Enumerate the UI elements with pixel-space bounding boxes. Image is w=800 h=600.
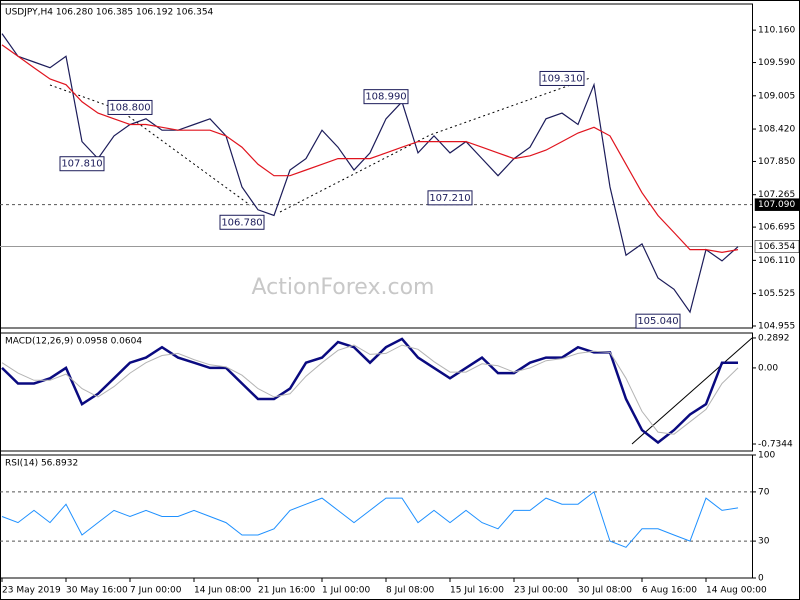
series-line <box>1 491 739 548</box>
y-tick-label: 0.00 <box>758 363 778 373</box>
panel-title: MACD(12,26,9) 0.0958 0.0604 <box>5 337 142 347</box>
price-label-box <box>635 313 681 329</box>
y-tick-label: 108.420 <box>758 125 795 135</box>
level-tag <box>754 198 800 211</box>
trend-line <box>279 77 591 213</box>
x-tick-label: 8 Jul 08:00 <box>386 586 435 596</box>
y-tick-label: 0 <box>758 574 764 584</box>
x-tick-label: 23 May 2019 <box>2 586 61 596</box>
y-tick-label: 106.110 <box>758 256 795 266</box>
series-line <box>1 344 739 435</box>
price-label: 106.780 <box>221 217 262 228</box>
price-label: 109.310 <box>541 73 582 84</box>
series-line <box>1 337 738 445</box>
watermark: ActionForex.com <box>252 275 435 300</box>
y-tick-label: 107.265 <box>758 190 795 200</box>
level-tag <box>754 240 800 253</box>
price-label-box <box>219 214 265 230</box>
price-label-box <box>539 70 585 86</box>
panel-title: RSI(14) 56.8932 <box>5 459 78 469</box>
price-label-box <box>363 89 409 105</box>
x-tick-label: 23 Jul 00:00 <box>514 586 568 596</box>
price-label-box <box>107 99 153 115</box>
price-label: 108.990 <box>365 92 406 103</box>
price-label: 108.800 <box>109 102 150 113</box>
series-line <box>1 44 739 254</box>
macd-trend-line <box>631 337 753 445</box>
y-tick-label: 109.590 <box>758 58 795 68</box>
series-line <box>1 33 739 314</box>
price-label: 105.040 <box>637 316 678 327</box>
price-label-box <box>59 156 105 172</box>
trend-line <box>49 84 251 206</box>
panel-frame <box>0 454 753 579</box>
level-label: 106.354 <box>758 242 795 252</box>
y-tick-label: 110.160 <box>758 26 795 36</box>
x-tick-label: 14 Aug 00:00 <box>706 586 767 596</box>
price-label: 107.810 <box>61 159 102 170</box>
x-tick-label: 30 May 16:00 <box>66 586 128 596</box>
price-label: 107.210 <box>429 193 470 204</box>
y-tick-label: -0.7344 <box>758 439 793 449</box>
y-tick-label: 104.955 <box>758 322 795 332</box>
y-tick-label: 30 <box>758 537 770 547</box>
y-tick-label: 70 <box>758 487 770 497</box>
y-tick-label: 100 <box>758 451 775 461</box>
y-tick-label: 105.525 <box>758 289 795 299</box>
y-tick-label: 107.850 <box>758 157 795 167</box>
x-tick-label: 14 Jun 08:00 <box>194 586 251 596</box>
price-label-box <box>427 190 473 206</box>
x-tick-label: 6 Aug 16:00 <box>642 586 697 596</box>
panel-title: USDJPY,H4 106.280 106.385 106.192 106.35… <box>5 8 214 18</box>
panel-frame <box>0 3 753 329</box>
x-tick-label: 1 Jul 00:00 <box>322 586 371 596</box>
panel-frame <box>0 332 753 452</box>
y-tick-label: 109.005 <box>758 91 795 101</box>
x-tick-label: 15 Jul 16:00 <box>450 586 504 596</box>
x-tick-label: 7 Jun 00:00 <box>130 586 182 596</box>
level-label: 107.090 <box>758 200 795 210</box>
y-tick-label: 0.2892 <box>758 333 790 343</box>
y-tick-label: 106.695 <box>758 223 795 233</box>
x-tick-label: 30 Jul 08:00 <box>578 586 632 596</box>
x-tick-label: 21 Jun 16:00 <box>258 586 315 596</box>
